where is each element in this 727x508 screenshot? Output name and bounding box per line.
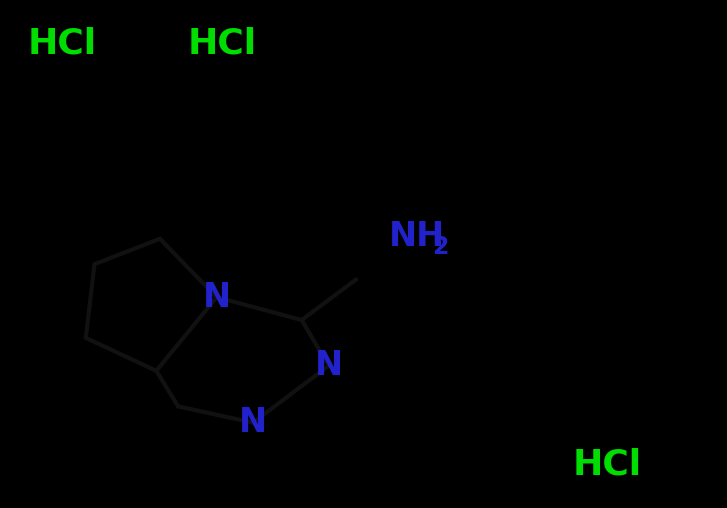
Text: HCl: HCl xyxy=(187,26,257,60)
Text: 2: 2 xyxy=(433,235,449,260)
Text: HCl: HCl xyxy=(27,26,97,60)
Text: N: N xyxy=(203,281,230,313)
Text: N: N xyxy=(315,350,342,382)
Text: NH: NH xyxy=(389,220,445,252)
Text: N: N xyxy=(239,406,267,439)
Text: HCl: HCl xyxy=(572,448,642,482)
